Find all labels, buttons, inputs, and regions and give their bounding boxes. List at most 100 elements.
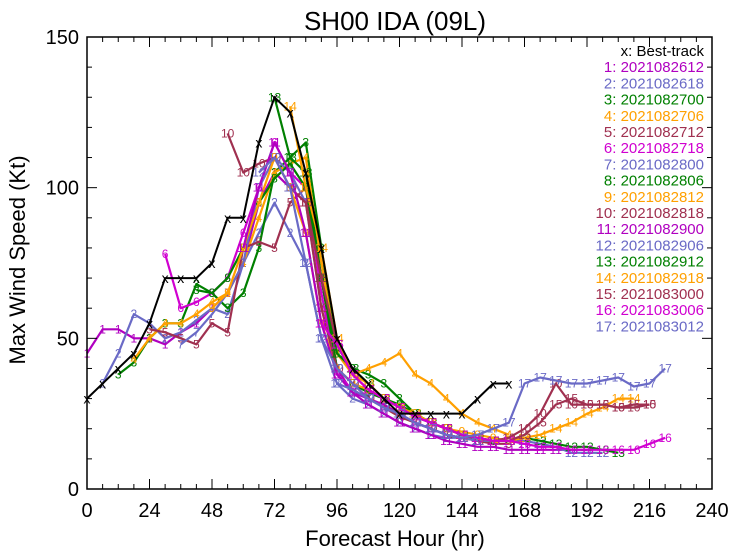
series-point-marker: 16 (627, 443, 641, 457)
series-point-marker: 2 (349, 392, 356, 406)
series-point-marker: 15 (299, 196, 313, 210)
x-tick-label: 168 (508, 500, 541, 522)
legend-entry: 10: 2021082818 (596, 205, 704, 222)
series-point-marker: 12 (283, 181, 297, 195)
series-point-marker: 14 (580, 407, 594, 421)
x-tick-label: 48 (201, 500, 223, 522)
series-point-marker: 11 (253, 181, 266, 195)
series-point-marker: 17 (518, 377, 532, 391)
series-point-marker: 8 (209, 286, 216, 300)
series-point-marker: 6 (177, 301, 184, 315)
series-point-marker: 7 (240, 256, 247, 270)
series-point-marker: 2 (162, 331, 169, 345)
series-point-marker: 9 (256, 196, 263, 210)
series-point-marker: 3 (240, 286, 247, 300)
series-point-marker: 17 (643, 377, 657, 391)
best-track-point: x (334, 330, 341, 346)
series-point-marker: 5 (506, 437, 513, 451)
series-point-marker: 4 (396, 346, 403, 360)
series-point-marker: 2 (115, 346, 122, 360)
series-point-marker: 4 (193, 307, 200, 321)
series-point-marker: 15 (565, 392, 579, 406)
series-point-marker: 1 (162, 337, 169, 351)
series-point-marker: 17 (471, 428, 485, 442)
series-point-marker: 3 (131, 355, 138, 369)
series-point-marker: 12 (346, 377, 360, 391)
series-point-marker: 16 (424, 416, 438, 430)
series-point-marker: 17 (346, 383, 360, 397)
series-point-marker: 15 (580, 398, 594, 412)
x-tick-label: 240 (695, 500, 728, 522)
series-point-marker: 4 (146, 331, 153, 345)
legend-entry: 17: 2021083012 (596, 318, 704, 335)
legend-entry: 9: 2021082812 (604, 189, 704, 206)
series-point-marker: 11 (456, 437, 469, 451)
series-point-marker: 1 (381, 398, 388, 412)
series-point-marker: 16 (440, 422, 454, 436)
best-track-point: x (427, 406, 434, 422)
x-tick-label: 192 (570, 500, 603, 522)
best-track-point: x (177, 270, 184, 286)
series-point-marker: 15 (627, 398, 641, 412)
best-track-point: x (146, 315, 153, 331)
series-point-marker: 4 (302, 151, 309, 165)
series-point-marker: 17 (596, 374, 610, 388)
series-point-marker: 14 (533, 428, 547, 442)
best-track-point: x (99, 376, 106, 392)
series-point-marker: 1 (193, 316, 200, 330)
series-point-marker: 17 (612, 371, 626, 385)
legend-entry: 15: 2021083000 (596, 286, 704, 303)
series-line (242, 141, 587, 451)
series-point-marker: 11 (409, 422, 422, 436)
x-tick-label: 216 (633, 500, 666, 522)
series-point-marker: 2 (271, 196, 278, 210)
series-point-marker: 6 (318, 286, 325, 300)
series-point-marker: 16 (612, 443, 626, 457)
series-point-marker: 11 (284, 166, 297, 180)
x-tick-label: 120 (383, 500, 416, 522)
best-track-point: x (224, 210, 231, 226)
series-point-marker: 12 (268, 151, 282, 165)
series-point-marker: 14 (565, 416, 579, 430)
series-point-marker: 13 (533, 434, 547, 448)
series-point-marker: 9 (209, 301, 216, 315)
series-point-marker: 17 (455, 431, 469, 445)
series-point-marker: 12 (330, 361, 344, 375)
best-track-point: x (412, 406, 419, 422)
series-point-marker: 17 (330, 377, 344, 391)
x-tick-label: 24 (138, 500, 160, 522)
series-point-marker: 11 (300, 226, 313, 240)
series-point-marker: 4 (412, 367, 419, 381)
best-track-point: x (349, 360, 356, 376)
best-track-point: x (209, 255, 216, 271)
series-point-marker: 7 (177, 337, 184, 351)
series-point-marker: 7 (209, 307, 216, 321)
series-point-marker: 12 (252, 166, 266, 180)
series-point-marker: 11 (393, 416, 406, 430)
series-point-marker: 15 (533, 416, 547, 430)
best-track-point: x (365, 376, 372, 392)
series-point-marker: 17 (627, 380, 641, 394)
series-line (320, 322, 666, 451)
series-point-marker: 5 (177, 331, 184, 345)
series-point-marker: 5 (209, 316, 216, 330)
legend-entry: 3: 2021082700 (604, 92, 704, 109)
legend-entry: 16: 2021083006 (596, 302, 704, 319)
best-track-point: x (505, 376, 512, 392)
series-point-marker: 16 (549, 440, 563, 454)
series-point-marker: 12 (299, 256, 313, 270)
series-point-marker: 16 (315, 316, 329, 330)
series-point-marker: 5 (193, 337, 200, 351)
series-point-marker: 8 (224, 271, 231, 285)
series-point-marker: 10 (221, 126, 235, 140)
series-point-marker: 5 (256, 235, 263, 249)
series-point-marker: 16 (502, 434, 516, 448)
best-track-point: x (193, 270, 200, 286)
series-point-marker: 17 (424, 422, 438, 436)
series-point-marker: 3 (256, 241, 263, 255)
series-point-marker: 14 (549, 422, 563, 436)
